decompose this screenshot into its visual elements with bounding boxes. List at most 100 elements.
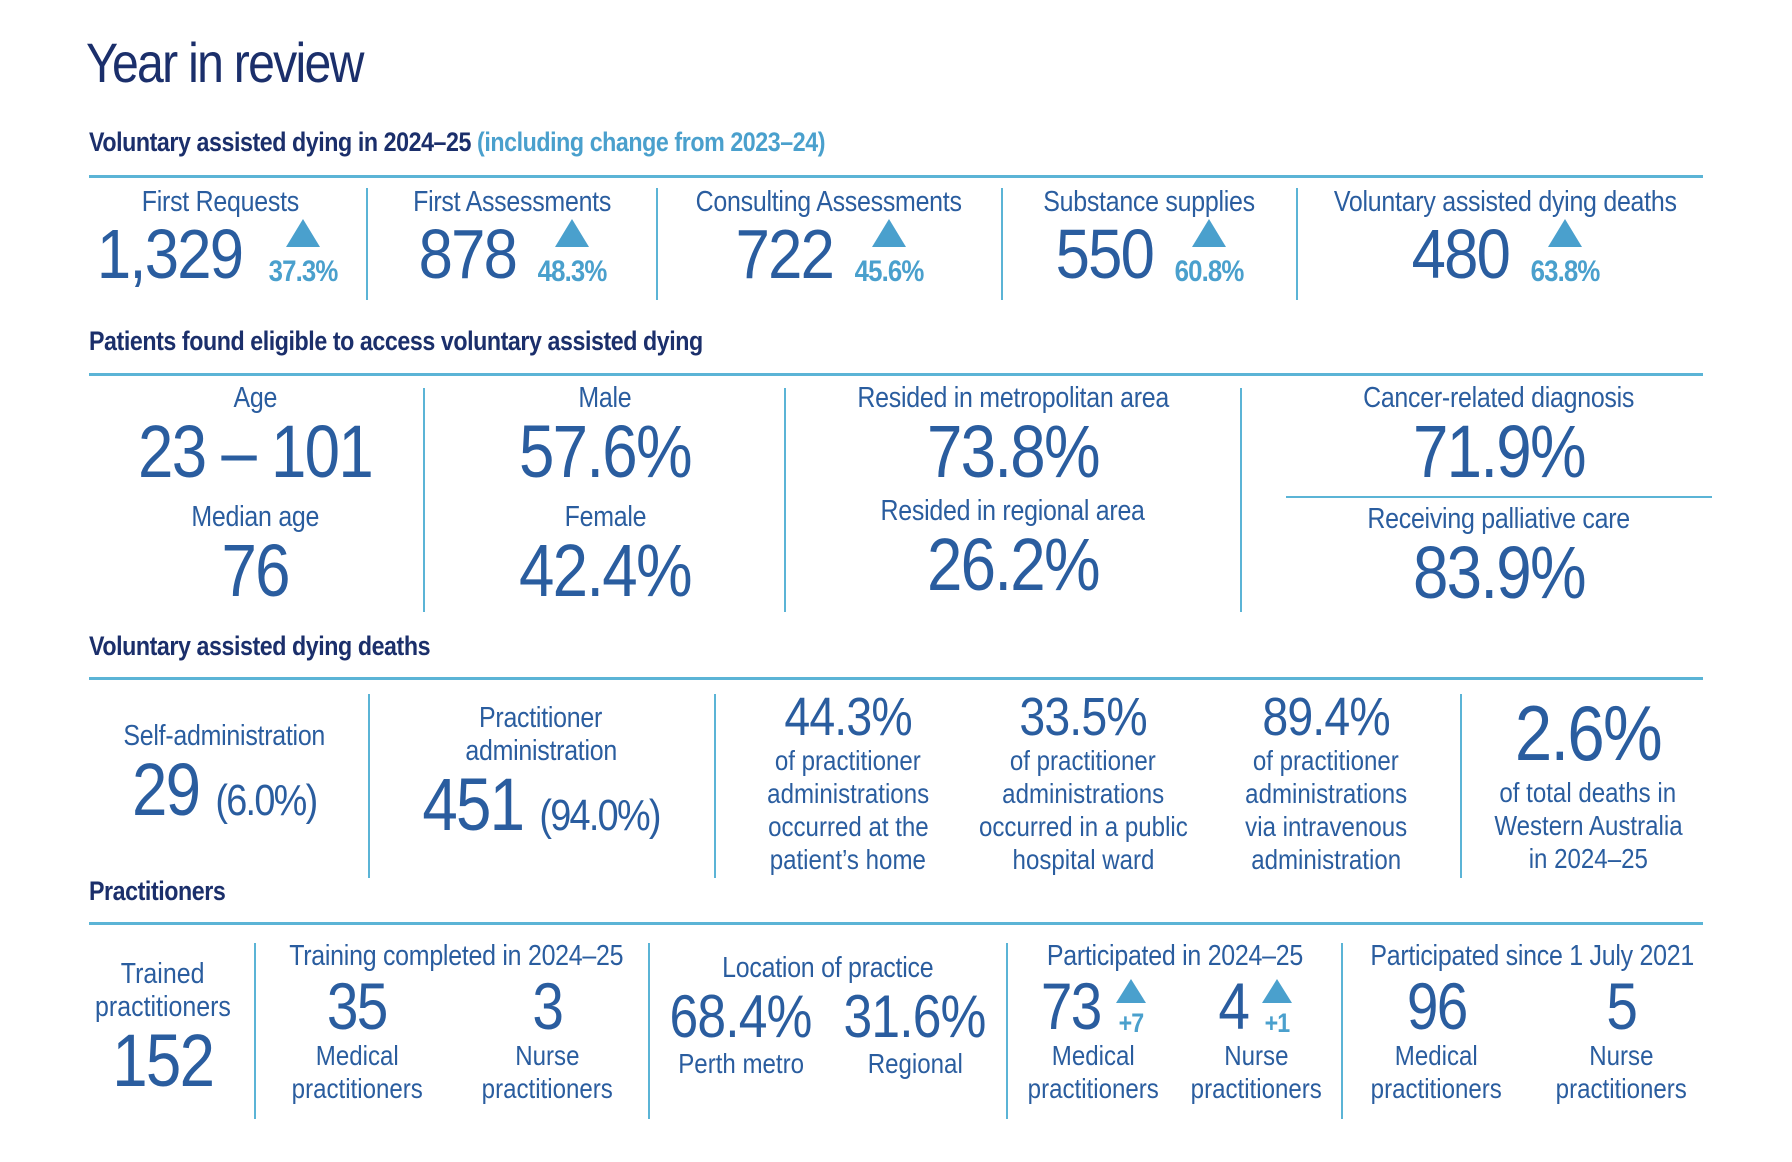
- since-nurse: 5 Nurse practitioners: [1545, 973, 1698, 1105]
- column-divider: [254, 943, 256, 1119]
- stat-substance-supplies: Substance supplies 550 60.8%: [1005, 186, 1293, 289]
- self-admin-value: 29 (6.0%): [132, 753, 318, 827]
- page-title: Year in review: [86, 31, 364, 94]
- column-divider: [1296, 188, 1298, 300]
- triangle-up-icon: [872, 219, 907, 247]
- detail-line: of practitioner: [775, 745, 921, 776]
- stat-value: 878: [418, 215, 517, 293]
- column-divider: [714, 694, 716, 878]
- location-of-practice-block: Location of practice 68.4% Perth metro 3…: [654, 952, 1002, 1080]
- stat-first-assessments: First Assessments 878 48.3%: [372, 186, 652, 289]
- female-label: Female: [564, 501, 646, 533]
- section-heading-eligible-patients: Patients found eligible to access volunt…: [89, 326, 703, 356]
- column-divider: [423, 388, 425, 612]
- participated-medical-value: 73: [1040, 969, 1102, 1043]
- stat-change-value: 37.3%: [268, 255, 338, 288]
- sex-block: Male 57.6% Female 42.4%: [430, 382, 780, 608]
- column-divider: [656, 188, 658, 300]
- prac-admin-label-line2: administration: [465, 735, 617, 767]
- training-medical-value: 35: [327, 969, 388, 1043]
- residence-block: Resided in metropolitan area 73.8% Resid…: [790, 382, 1236, 602]
- prac-admin-pct: (94.0%): [539, 791, 661, 840]
- stat-change-value: 63.8%: [1530, 255, 1601, 288]
- stat-consulting-assessments: Consulting Assessments 722 45.6%: [660, 186, 998, 289]
- training-nurse-line2: practitioners: [481, 1073, 613, 1104]
- location-regional-label: Regional: [867, 1048, 963, 1079]
- column-divider: [1006, 943, 1008, 1119]
- prac-admin-value: 451 (94.0%): [422, 768, 661, 842]
- location-perth: 68.4% Perth metro: [658, 987, 823, 1080]
- column-divider: [1460, 694, 1462, 878]
- detail-hospital: 33.5% of practitioner administrations oc…: [960, 690, 1206, 876]
- regional-label: Resided in regional area: [880, 495, 1146, 527]
- column-divider: [784, 388, 786, 612]
- triangle-up-icon: [555, 219, 590, 247]
- participated-nurse-change: +1: [1257, 979, 1297, 1039]
- total-deaths-value: 2.6%: [1514, 689, 1663, 777]
- column-divider: [1240, 388, 1242, 612]
- trained-practitioners-block: Trained practitioners 152: [80, 958, 246, 1098]
- location-perth-value: 68.4%: [669, 983, 813, 1050]
- participated-nurse-value: 4: [1218, 969, 1251, 1043]
- prac-admin-label-line1: Practitioner: [479, 702, 603, 734]
- location-regional: 31.6% Regional: [832, 987, 997, 1080]
- total-line: in 2024–25: [1528, 843, 1648, 874]
- detail-line: occurred in a public: [978, 811, 1188, 842]
- triangle-up-icon: [285, 219, 320, 247]
- stat-label: First Assessments: [413, 186, 611, 218]
- change-value: +1: [1264, 1008, 1290, 1038]
- section-heading-vad-deaths: Voluntary assisted dying deaths: [89, 631, 431, 661]
- stat-change: 45.6%: [849, 219, 929, 289]
- self-admin-pct: (6.0%): [215, 776, 318, 825]
- column-divider: [1341, 943, 1343, 1119]
- since-nurse-line2: practitioners: [1555, 1073, 1688, 1104]
- self-admin-label: Self-administration: [123, 720, 325, 752]
- participated-nurse-line2: practitioners: [1190, 1073, 1323, 1104]
- training-nurse: 3 Nurse practitioners: [471, 973, 624, 1105]
- stat-value: 1,329: [97, 215, 244, 293]
- column-divider: [1001, 188, 1003, 300]
- since-nurse-value: 5: [1606, 969, 1639, 1043]
- metro-label: Resided in metropolitan area: [857, 382, 1169, 414]
- stat-change-value: 60.8%: [1174, 255, 1245, 288]
- detail-line: administrations: [1245, 778, 1407, 809]
- detail-line: hospital ward: [1012, 844, 1154, 875]
- participated-nurse-line1: Nurse: [1224, 1040, 1289, 1071]
- location-label: Location of practice: [722, 952, 934, 984]
- triangle-up-icon: [1548, 219, 1583, 247]
- column-divider: [366, 188, 368, 300]
- section-heading-accent: (including change from 2023–24): [477, 127, 826, 157]
- trained-label-line1: Trained: [121, 958, 205, 990]
- detail-value: 33.5%: [1019, 687, 1147, 747]
- age-block: Age 23 – 101 Median age 76: [90, 382, 420, 608]
- stat-label: Consulting Assessments: [695, 186, 963, 218]
- stat-vad-deaths: Voluntary assisted dying deaths 480 63.8%: [1300, 186, 1710, 289]
- training-label: Training completed in 2024–25: [289, 940, 624, 972]
- practitioner-administration-block: Practitioner administration 451 (94.0%): [372, 702, 710, 842]
- stat-value: 550: [1055, 215, 1154, 293]
- detail-value: 44.3%: [784, 687, 912, 747]
- cancer-value: 71.9%: [1413, 410, 1587, 493]
- detail-line: administrations: [1002, 778, 1164, 809]
- median-age-value: 76: [221, 529, 290, 612]
- since-medical: 96 Medical practitioners: [1360, 973, 1513, 1105]
- training-medical-line1: Medical: [315, 1040, 399, 1071]
- stat-label: First Requests: [141, 186, 299, 218]
- training-completed-block: Training completed in 2024–25 35 Medical…: [262, 940, 642, 1105]
- stat-change-value: 48.3%: [537, 255, 608, 288]
- participated-since-label: Participated since 1 July 2021: [1370, 940, 1694, 972]
- detail-line: of practitioner: [1010, 745, 1156, 776]
- stat-label: Voluntary assisted dying deaths: [1333, 186, 1677, 218]
- prac-admin-count: 451: [422, 763, 525, 846]
- participated-since-2021-block: Participated since 1 July 2021 96 Medica…: [1344, 940, 1714, 1105]
- section-heading-text: Voluntary assisted dying in 2024–25: [89, 127, 472, 157]
- median-age-label: Median age: [191, 501, 319, 533]
- trained-value: 152: [112, 1019, 215, 1102]
- change-value: +7: [1118, 1008, 1145, 1038]
- stat-value: 480: [1411, 215, 1510, 293]
- section-heading-vad-2024-25: Voluntary assisted dying in 2024–25 (inc…: [89, 127, 825, 158]
- section-rule: [89, 677, 1703, 680]
- participated-medical-line2: practitioners: [1027, 1073, 1160, 1104]
- location-regional-value: 31.6%: [843, 983, 987, 1050]
- stat-first-requests: First Requests 1,329 37.3%: [80, 186, 360, 289]
